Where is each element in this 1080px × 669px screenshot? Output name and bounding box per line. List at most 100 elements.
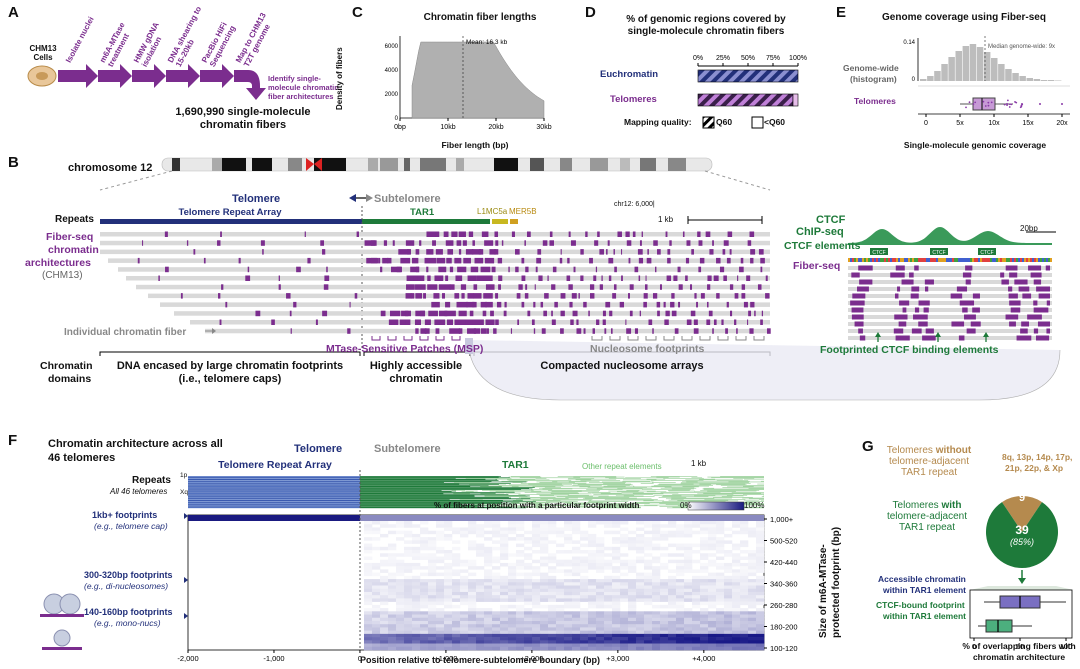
b-ctcf-1: CTCF — [816, 214, 846, 226]
f-heatmap-cell — [748, 562, 757, 567]
f-heatmap-cell — [708, 630, 717, 635]
f-heatmap-cell — [364, 572, 373, 577]
f-heatmap-cell — [604, 575, 613, 580]
f-heatmap-cell — [692, 598, 701, 602]
f-repeat-tar1-row — [360, 497, 512, 499]
f-heatmap-cell — [588, 640, 597, 644]
f-repeat-tra-row — [188, 501, 360, 503]
f-heatmap-cell — [716, 630, 725, 635]
f-repeat-other-row — [487, 506, 542, 507]
zoom-line-right — [704, 170, 771, 191]
f-heatmap-cell — [548, 630, 557, 635]
b-msp — [473, 284, 478, 290]
f-heatmap-cell — [660, 533, 669, 538]
b-msp-right — [1010, 307, 1021, 313]
b-msp — [435, 249, 443, 255]
f-heatmap-cell — [588, 543, 597, 548]
f-heatmap-cell — [676, 546, 685, 551]
f-repeat-tar1-row — [360, 478, 486, 480]
f-repeat-other-row — [587, 501, 610, 503]
g-ctcf-1: CTCF-bound footprint — [876, 600, 965, 610]
f-heatmap-cell — [468, 540, 477, 544]
f-heatmap-cell — [444, 582, 453, 586]
f-heatmap-cell — [612, 643, 621, 648]
b-msp — [485, 319, 495, 325]
f-heatmap-cell — [636, 559, 645, 564]
f-heatmap-cell — [588, 582, 597, 586]
chromosome-band — [252, 158, 272, 171]
f-heatmap-cell — [516, 572, 525, 577]
f-heatmap-cell — [572, 640, 581, 644]
f-heatmap-cell — [468, 588, 477, 593]
f-heatmap-cell — [580, 620, 589, 625]
b-msp-right — [894, 314, 908, 320]
c-ytick-label: 4000 — [385, 68, 399, 74]
b-seq-base — [926, 258, 928, 262]
f-repeat-other-row — [664, 487, 695, 488]
f-heatmap-cell — [460, 591, 469, 596]
g-n-with: 39 — [1015, 523, 1029, 537]
b-msp-right — [1001, 279, 1009, 285]
g-without-3: TAR1 repeat — [901, 467, 957, 478]
b-seq-base — [900, 258, 902, 262]
f-repeat-tar1-row — [360, 501, 536, 502]
b-seq-base — [1048, 258, 1050, 262]
b-seq-base — [866, 258, 868, 262]
f-repeat-tra-row — [188, 483, 360, 484]
f-heatmap-cell — [700, 611, 709, 615]
b-msp — [431, 301, 440, 308]
f-heatmap-cell — [500, 575, 509, 580]
b-msp — [435, 231, 440, 237]
f-heatmap-cell — [580, 633, 589, 638]
f-repeat-other-row — [605, 477, 617, 479]
b-msp — [490, 310, 494, 317]
b-msp-right — [1008, 286, 1013, 292]
f-heatmap-cell — [428, 630, 437, 635]
f-heatmap-cell — [364, 624, 373, 628]
f-heatmap-cell — [612, 608, 621, 612]
f-heatmap-cell — [412, 588, 421, 593]
f-repeat-tra-row — [188, 499, 360, 500]
f-heatmap-cell — [636, 572, 645, 577]
f-heatmap-cell — [436, 533, 445, 538]
f-heatmap-cell — [556, 620, 565, 625]
f-heatmap-cell — [420, 530, 429, 535]
f-heatmap-cell — [516, 550, 525, 554]
f-heatmap-cell — [524, 601, 533, 606]
f-heatmap-cell — [388, 614, 397, 619]
f-heatmap-cell — [580, 608, 589, 612]
b-msp — [388, 319, 399, 325]
f-heatmap-cell — [468, 608, 477, 612]
f-heatmap-cell — [604, 595, 613, 599]
f-heatmap-cell — [716, 566, 725, 570]
b-msp-right — [894, 293, 899, 299]
f-heatmap-cell — [636, 630, 645, 635]
f-heatmap-cell — [572, 604, 581, 609]
f-heatmap-cell — [420, 640, 429, 644]
f-heatmap-cell — [548, 582, 557, 586]
f-repeat-other-row — [758, 499, 764, 500]
f-heatmap-cell — [364, 562, 373, 567]
f-heatmap-cell — [724, 637, 733, 641]
b-msp — [766, 328, 771, 334]
e-hist-bar — [991, 58, 998, 81]
b-msp — [637, 249, 643, 255]
f-heatmap-cell — [660, 591, 669, 596]
b-seq-base — [906, 258, 908, 262]
f-heatmap-cell — [436, 550, 445, 554]
b-msp — [571, 293, 577, 299]
f-heatmap-cell — [684, 637, 693, 641]
b-repeat-tra — [100, 219, 362, 224]
f-heatmap-cell — [532, 595, 541, 599]
b-msp-right — [966, 328, 976, 334]
f-repeat-tar1-row — [360, 490, 442, 491]
b-msp — [576, 328, 582, 334]
f-heatmap-cell — [484, 569, 493, 573]
f-heatmap-cell — [388, 579, 397, 583]
f-heatmap-cell — [460, 579, 469, 583]
f-heatmap-cell — [468, 530, 477, 535]
f-heatmap-cell — [716, 562, 725, 567]
f-heatmap-cell — [668, 646, 677, 651]
chromosome-band — [668, 158, 686, 171]
f-heatmap-cell — [476, 620, 485, 625]
